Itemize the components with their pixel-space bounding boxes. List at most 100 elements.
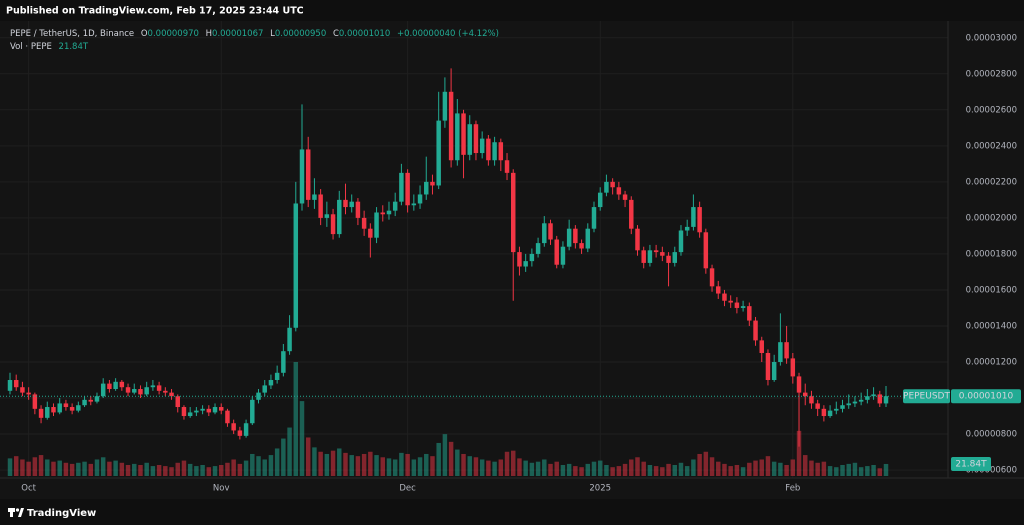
volume-bar [448,441,454,476]
candle-body [510,172,516,253]
volume-bar [678,462,684,476]
volume-bar [399,452,404,476]
candle-body [802,392,808,397]
volume-bar [76,462,81,476]
volume-bar [597,460,603,476]
volume-name: Vol · PEPE [10,42,52,52]
volume-bar [337,448,342,476]
volume-bar [647,464,653,476]
candle-body [225,410,230,424]
volume-bar [852,462,858,476]
volume-bar [175,462,180,476]
candle-body [119,381,125,388]
volume-bar [840,464,845,476]
candle-body [169,392,174,397]
y-tick-label: 0.00002200 [966,177,1017,187]
volume-bar [45,459,50,476]
y-tick-label: 0.00002000 [966,213,1017,223]
candle-body [69,407,75,411]
y-tick-label: 0.00002600 [966,105,1017,115]
candle-body [156,385,162,391]
candle-body [523,261,528,267]
candle-body [324,214,330,218]
volume-bar [771,461,777,476]
volume-bar [63,462,69,476]
candle-body [200,408,205,411]
candle-body [877,394,883,404]
candle-body [82,399,87,406]
bottom-bar [0,499,1024,525]
candle-body [13,380,19,388]
volume-bar [274,448,280,476]
candle-body [26,392,31,395]
o-value: 0.00000970 [148,29,199,39]
candle-body [517,252,522,267]
volume-bar [88,463,94,476]
candle-body [747,306,752,321]
volume-bar [778,462,783,476]
candle-body [107,383,112,390]
candle-body [430,181,435,186]
x-tick-label: Nov [213,484,230,494]
volume-bar [747,462,752,476]
volume-bar [225,462,230,476]
candle-body [691,207,696,227]
candle-body [113,381,118,390]
candle-body [349,201,354,208]
candle-body [262,385,267,393]
candle-body [852,401,858,404]
volume-bar [591,461,597,476]
volume-bar [69,463,75,476]
candle-body [218,407,224,411]
candle-body [442,91,448,121]
volume-bar [368,451,373,476]
candle-body [76,405,81,411]
candle-body [579,243,584,249]
candle-body [455,113,460,161]
candle-body [32,394,38,409]
candle-body [492,142,497,161]
candle-body [809,396,814,404]
ohlc-legend: PEPE / TetherUS, 1D, Binance O0.00000970… [10,29,499,39]
l-value: 0.00000950 [275,29,326,39]
volume-bar [262,459,267,476]
candle-body [268,380,274,386]
candle-body [629,199,634,229]
volume-bar [653,466,659,476]
volume-bar [802,455,808,476]
x-tick-label: Feb [785,484,800,494]
candle-body [392,201,398,211]
candle-body [175,396,180,408]
candle-body [343,199,348,208]
candle-body [771,361,777,381]
volume-bar [156,464,162,476]
candle-body [858,399,864,402]
brand-name[interactable]: TradingView [27,508,96,519]
x-tick-label: 2025 [589,484,611,494]
symbol-tag-bg [903,389,950,404]
candle-body [778,342,783,362]
volume-bar [187,463,193,476]
candle-body [610,181,615,188]
candle-body [815,403,820,409]
volume-bar [243,460,249,476]
volume-bar [510,450,516,476]
published-note: Published on TradingView.com, Feb 17, 20… [6,6,304,17]
candle-body [187,412,193,417]
volume-bar [610,467,615,476]
candle-body [597,192,603,208]
brand-logo [8,508,24,517]
candle-body [7,380,13,391]
y-tick-label: 0.00001800 [966,249,1017,259]
volume-bar [125,464,131,476]
volume-bar [312,447,317,476]
candle-body [38,408,44,418]
volume-bar [691,459,696,476]
volume-bar [26,461,31,476]
candle-body [790,358,796,377]
candle-body [405,172,410,206]
volume-bar [299,401,305,476]
candle-body [424,181,429,195]
